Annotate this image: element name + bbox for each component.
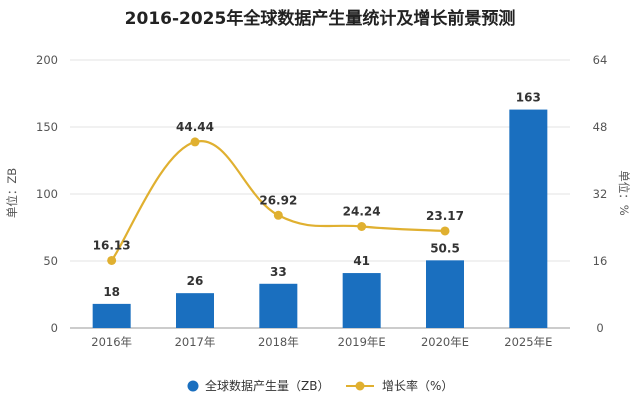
x-tick-label: 2019年E — [338, 335, 386, 349]
right-axis-ticks: 0 16 32 48 64 — [593, 53, 608, 335]
left-axis-label: 单位：ZB — [5, 168, 19, 218]
line-value-label: 23.17 — [426, 209, 464, 223]
left-tick-label: 100 — [36, 187, 58, 201]
line-value-label: 24.24 — [343, 204, 381, 218]
right-tick-label: 0 — [596, 321, 603, 335]
right-tick-label: 48 — [593, 120, 608, 134]
left-tick-label: 50 — [43, 254, 58, 268]
right-tick-label: 32 — [593, 187, 608, 201]
left-tick-label: 0 — [51, 321, 58, 335]
growth-rate-line — [110, 140, 446, 262]
line-layer — [107, 137, 450, 265]
line-value-label: 26.92 — [259, 193, 297, 207]
bar-value-label: 163 — [516, 91, 541, 105]
legend-bar-swatch — [187, 380, 199, 392]
chart-title: 2016-2025年全球数据产生量统计及增长前景预测 — [125, 8, 516, 29]
line-value-label: 16.13 — [93, 238, 131, 252]
bar — [426, 260, 464, 328]
line-point — [273, 210, 283, 220]
bar — [509, 109, 548, 328]
bar-value-label: 41 — [353, 254, 370, 268]
right-tick-label: 16 — [593, 254, 608, 268]
legend-line-label: 增长率（%） — [382, 378, 453, 393]
grid-layer — [70, 59, 570, 329]
bars-layer — [92, 109, 548, 328]
left-tick-label: 150 — [36, 120, 58, 134]
x-axis-ticks: 2016年 2017年 2018年 2019年E 2020年E 2025年E — [91, 335, 552, 349]
line-point — [107, 255, 117, 265]
bar — [342, 273, 381, 328]
bar — [259, 283, 298, 328]
legend-line-marker — [355, 381, 365, 391]
bar-value-label: 26 — [187, 274, 204, 288]
bar — [92, 303, 131, 328]
x-tick-label: 2016年 — [91, 335, 132, 349]
line-labels-layer: 16.13 44.44 26.92 24.24 23.17 — [93, 120, 464, 253]
legend-bar-label: 全球数据产生量（ZB） — [205, 378, 329, 393]
right-axis-label: 单位：% — [617, 170, 631, 215]
x-tick-label: 2018年 — [258, 335, 299, 349]
bar-value-label: 33 — [270, 265, 287, 279]
bar — [176, 293, 214, 328]
right-tick-label: 64 — [593, 53, 608, 67]
line-point — [357, 221, 367, 231]
line-point — [190, 137, 200, 147]
legend: 全球数据产生量（ZB） 增长率（%） — [187, 378, 453, 393]
left-axis-ticks: 0 50 100 150 200 — [36, 53, 58, 335]
line-value-label: 44.44 — [176, 120, 214, 134]
bar-value-label: 18 — [103, 285, 120, 299]
x-tick-label: 2020年E — [421, 335, 469, 349]
bar-value-label: 50.5 — [430, 241, 460, 255]
left-tick-label: 200 — [36, 53, 58, 67]
x-tick-label: 2025年E — [504, 335, 552, 349]
bar-labels-layer: 18 26 33 41 50.5 163 — [103, 91, 541, 299]
x-tick-label: 2017年 — [175, 335, 216, 349]
line-point — [440, 226, 450, 236]
